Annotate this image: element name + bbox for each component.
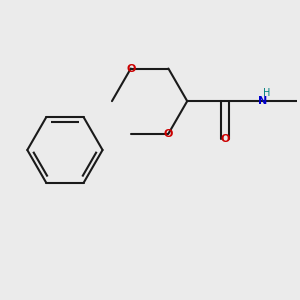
Text: H: H (263, 88, 270, 98)
Text: N: N (258, 96, 267, 106)
Text: O: O (164, 129, 173, 139)
Text: O: O (220, 134, 230, 144)
Text: O: O (126, 64, 136, 74)
